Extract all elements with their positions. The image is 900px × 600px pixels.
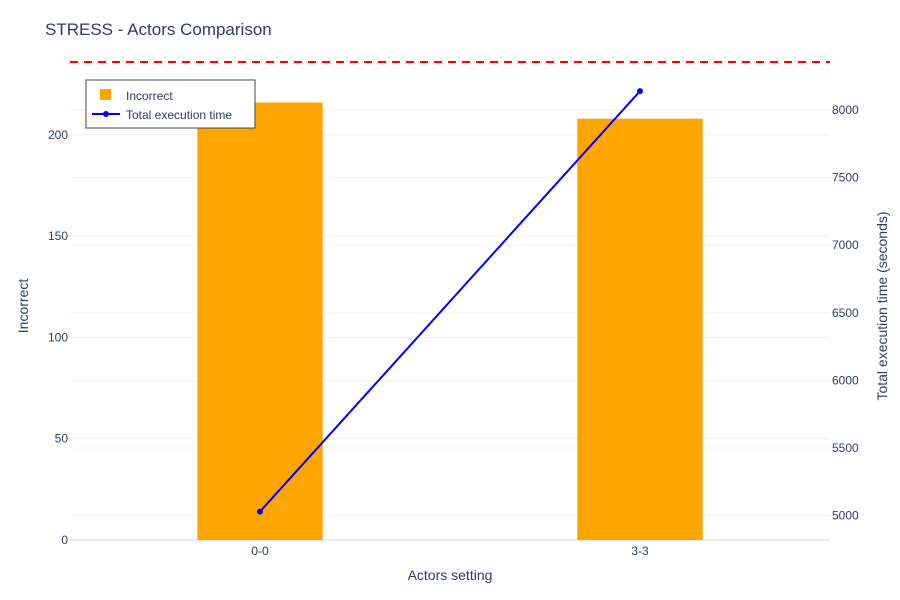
- y2-tick-label: 6500: [832, 306, 859, 320]
- y2-tick-label: 5500: [832, 441, 859, 455]
- point-execution-time-3-3: [637, 88, 643, 95]
- chart-title: STRESS - Actors Comparison: [45, 20, 272, 39]
- x-tick-label: 3-3: [631, 544, 649, 558]
- bar-incorrect-3-3: [577, 118, 703, 540]
- y-tick-label: 100: [48, 330, 68, 344]
- legend-box: [85, 79, 256, 129]
- y2-tick-label: 5000: [832, 509, 859, 523]
- y-axis-title: Incorrect: [15, 279, 31, 334]
- y-tick-label: 150: [48, 229, 68, 243]
- legend[interactable]: Incorrect Total execution time: [85, 79, 256, 129]
- y2-tick-label: 7000: [832, 238, 859, 252]
- y2-axis-title: Total execution time (seconds): [874, 211, 890, 400]
- y-tick-label: 200: [48, 128, 68, 142]
- grid-layer: [70, 109, 830, 541]
- legend-marker-execution-time: [103, 111, 109, 117]
- x-tick-label: 0-0: [251, 544, 269, 558]
- y-tick-label: 50: [55, 432, 69, 446]
- line-layer: [257, 88, 643, 515]
- legend-swatch-incorrect: [100, 89, 111, 100]
- legend-label-incorrect: Incorrect: [126, 89, 173, 103]
- y2-tick-label: 8000: [832, 103, 859, 117]
- bar-incorrect-0-0: [197, 102, 323, 540]
- line-execution-time: [259, 90, 641, 513]
- y2-tick-label: 6000: [832, 373, 859, 387]
- y2-tick-label: 7500: [832, 171, 859, 185]
- x-axis-title: Actors setting: [408, 567, 493, 583]
- bar-layer: [197, 102, 703, 540]
- axis-layer: 0 50 100 150 200 5000 5500 6000 6500 7000 7500 8000…: [48, 103, 859, 558]
- y-tick-label: 0: [61, 533, 68, 547]
- point-execution-time-0-0: [257, 508, 263, 515]
- legend-label-execution-time: Total execution time: [126, 108, 232, 122]
